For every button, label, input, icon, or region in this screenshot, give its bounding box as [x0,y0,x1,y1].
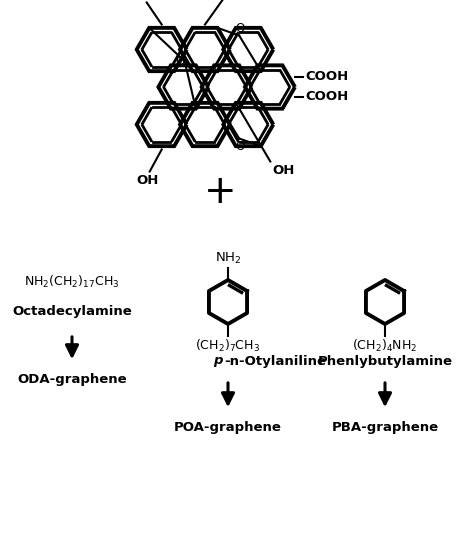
Text: $\bfit{p}$: $\bfit{p}$ [213,355,224,369]
Text: O: O [235,140,245,153]
Text: ODA-graphene: ODA-graphene [17,374,127,387]
Text: -n-Otylaniline: -n-Otylaniline [224,355,326,368]
Text: $\mathregular{NH_2}$: $\mathregular{NH_2}$ [214,251,242,266]
Text: O: O [235,21,245,34]
Text: O: O [175,55,184,68]
Text: $\mathregular{(CH_2)_4NH_2}$: $\mathregular{(CH_2)_4NH_2}$ [352,338,418,354]
Text: OH: OH [136,173,159,186]
Text: +: + [204,173,236,211]
Text: OH: OH [272,163,295,177]
Text: $\mathregular{NH_2(CH_2)_{17}CH_3}$: $\mathregular{NH_2(CH_2)_{17}CH_3}$ [24,274,120,290]
Text: PBA-graphene: PBA-graphene [331,422,439,434]
Text: POA-graphene: POA-graphene [174,422,282,434]
Text: Phenlybutylamine: Phenlybutylamine [318,355,453,368]
Text: Octadecylamine: Octadecylamine [12,306,132,318]
Text: COOH: COOH [305,70,348,83]
Text: COOH: COOH [305,91,348,104]
Text: $\mathregular{(CH_2)_7CH_3}$: $\mathregular{(CH_2)_7CH_3}$ [196,338,260,354]
